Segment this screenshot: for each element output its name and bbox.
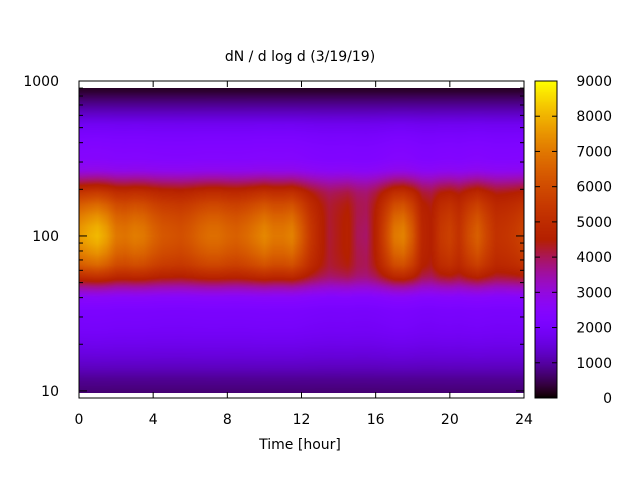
y-tick-label: 10 (41, 384, 59, 400)
colorbar-tick-label: 2000 (576, 321, 612, 337)
colorbar-tick-label: 7000 (576, 144, 612, 160)
colorbar-tick-label: 0 (603, 391, 612, 407)
x-tick-label: 12 (293, 412, 311, 428)
x-tick-label: 4 (149, 412, 158, 428)
colorbar-frame (534, 80, 558, 399)
colorbar-tick-label: 5000 (576, 215, 612, 231)
x-tick-label: 8 (223, 412, 232, 428)
colorbar-gradient (535, 81, 557, 398)
colorbar-tick-label: 3000 (576, 285, 612, 301)
y-axis: 10 100 1000 (23, 74, 524, 400)
y-tick-label: 1000 (23, 74, 59, 90)
y-tick-label: 100 (32, 229, 59, 245)
x-tick-label: 16 (367, 412, 385, 428)
colorbar: 0 1000 2000 3000 4000 5000 6000 7000 8000 9000 (534, 74, 612, 407)
x-tick-label: 20 (441, 412, 459, 428)
colorbar-tick-label: 9000 (576, 74, 612, 90)
chart-title: dN / d log d (3/19/19) (225, 49, 375, 65)
heatmap-area (78, 80, 525, 399)
x-tick-label: 0 (75, 412, 84, 428)
x-axis-label: Time [hour] (258, 437, 341, 453)
colorbar-tick-label: 6000 (576, 180, 612, 196)
colorbar-tick-label: 1000 (576, 356, 612, 372)
colorbar-tick-label: 8000 (576, 109, 612, 125)
heatmap-image (79, 88, 524, 393)
colorbar-ticks: 0 1000 2000 3000 4000 5000 6000 7000 8000 9000 (535, 74, 612, 407)
x-tick-label: 24 (515, 412, 533, 428)
x-axis: 0 4 8 12 16 20 24 (75, 81, 533, 428)
colorbar-tick-label: 4000 (576, 250, 612, 266)
